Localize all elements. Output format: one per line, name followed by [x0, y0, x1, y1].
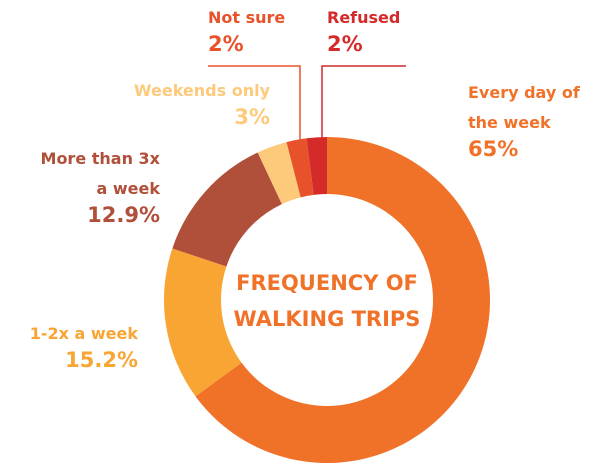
- label-line: More than 3x: [41, 149, 161, 168]
- label-line: 1-2x a week: [30, 324, 139, 343]
- label-line: Every day of: [468, 83, 581, 102]
- category-label: 1-2x a week: [30, 324, 139, 343]
- donut-slice: [195, 137, 491, 463]
- label-line: Not sure: [208, 8, 285, 27]
- value-label: 3%: [234, 105, 270, 129]
- label-line: a week: [97, 179, 161, 198]
- donut-slice: [306, 137, 327, 195]
- label-line: the week: [468, 113, 551, 132]
- donut-slice: [172, 152, 282, 267]
- donut-slice: [163, 248, 242, 397]
- category-label: Weekends only: [134, 81, 271, 100]
- center-title: FREQUENCY OF: [236, 271, 418, 295]
- label-line: Weekends only: [134, 81, 271, 100]
- leader-line: [208, 65, 301, 146]
- label-line: Refused: [327, 8, 400, 27]
- category-label: More than 3x a week: [41, 149, 161, 198]
- leader-line: [321, 65, 406, 142]
- value-label: 2%: [327, 32, 363, 56]
- donut-slice: [257, 142, 301, 205]
- category-label: Every day of the week: [468, 83, 581, 132]
- value-label: 2%: [208, 32, 244, 56]
- value-label: 15.2%: [65, 348, 138, 372]
- category-label: Refused: [327, 8, 400, 27]
- donut-slice: [286, 138, 314, 198]
- center-title: WALKING TRIPS: [234, 307, 421, 331]
- value-label: 65%: [468, 137, 518, 161]
- category-label: Not sure: [208, 8, 285, 27]
- value-label: 12.9%: [87, 203, 160, 227]
